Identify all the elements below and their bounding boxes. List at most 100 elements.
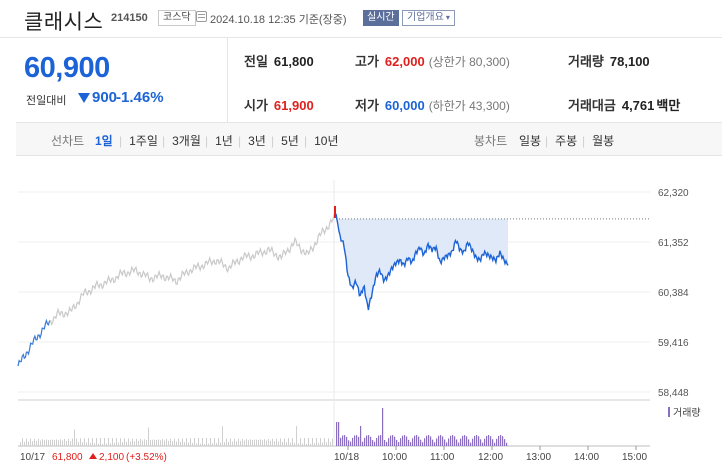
volume-bar [244,440,245,446]
volume-bar [310,443,311,446]
volume-bar [462,435,464,446]
volume-bar [372,440,374,446]
tab-daily-candle[interactable]: 일봉 [519,134,542,148]
tab-label: 5년 [281,134,299,148]
volume-bar [300,438,301,446]
volume-bar [160,440,161,446]
volume-bar [386,441,388,446]
prev-day-series-line [49,214,335,327]
volume-bar [240,440,241,446]
volume-bar [120,438,121,446]
volume-bar [106,443,107,446]
stock-name: 클래시스 [24,11,104,34]
volume-bar [56,439,57,446]
volume-bar [436,438,438,446]
volume-bar [52,439,53,446]
volume-bar [394,436,396,446]
volume-bar [368,435,370,446]
volume-bar [270,440,271,446]
stat-label: 거래대금 [568,98,616,113]
volume-bar [194,438,195,446]
volume-bar [150,439,151,446]
volume-bar [230,438,231,446]
volume-bar [102,443,103,446]
volume-bar [40,440,41,446]
down-triangle-icon [78,93,90,103]
volume-bar [316,438,317,446]
volume-bar [328,438,329,446]
volume-bar [400,438,402,446]
tab-1day[interactable]: 1일 [95,134,113,148]
stats-grid: 전일 61,800 고가 62,000 (상한가 80,300) 거래량 78,100 … [228,38,722,122]
volume-bar [360,426,362,446]
calendar-icon [196,11,207,22]
tab-candle-chart[interactable]: 봉차트 [474,134,508,148]
company-overview-label: 기업개요 [407,12,444,23]
volume-bar [44,440,45,446]
volume-bar [382,408,384,446]
chart-svg[interactable]: 62,320 61,352 60,384 59,416 58,448 10/18 10:0… [0,160,722,476]
volume-bar [176,441,177,446]
tab-3years[interactable]: 3년 [238,132,266,149]
volume-bar [76,438,77,446]
volume-bar [128,438,129,446]
tab-label: 월봉 [592,134,615,148]
stat-prev-close: 전일 61,800 [244,51,314,70]
volume-bar [444,439,446,446]
tab-label: 1년 [215,134,233,148]
volume-bar [118,442,119,446]
volume-bar [350,441,352,446]
volume-bar [262,440,263,446]
x-tick-label: 10/18 [334,452,359,463]
volume-bar [154,439,155,446]
volume-bar [348,440,350,446]
volume-bar [68,438,69,446]
stat-label: 시가 [244,98,268,113]
tab-line-chart[interactable]: 선차트 [51,134,85,148]
volume-bar [222,426,223,446]
volume-bar [78,441,79,446]
volume-bar [482,442,484,446]
volume-bar [114,442,115,446]
volume-bar [64,438,65,446]
tab-weekly-candle[interactable]: 주봉 [545,132,577,149]
volume-bar [42,439,43,446]
volume-bar [248,440,249,446]
volume-bar [346,436,348,446]
volume-bar [292,438,293,446]
company-overview-button[interactable]: 기업개요 ▾ [402,10,455,26]
tab-10years[interactable]: 10년 [304,132,338,149]
stat-open: 시가 61,900 [244,95,314,114]
tab-5years[interactable]: 5년 [271,132,299,149]
volume-bar [440,435,442,446]
volume-bar [26,438,27,446]
x-tick-label: 13:00 [526,452,551,463]
volume-bar [188,442,189,446]
volume-bar [356,435,358,446]
volume-bar [236,441,237,446]
volume-bar [110,443,111,446]
prev-day-change-pct: (+3.52%) [126,452,167,463]
volume-bar [84,438,85,446]
tab-3months[interactable]: 3개월 [162,132,201,149]
volume-bar [412,438,414,446]
y-tick-label: 62,320 [658,188,689,199]
tab-monthly-candle[interactable]: 월봉 [582,132,614,149]
tab-1year[interactable]: 1년 [205,132,233,149]
volume-bar [90,442,91,446]
volume-bar [420,439,422,446]
volume-bar [220,442,221,446]
chevron-down-icon: ▾ [445,13,450,22]
volume-bar [352,437,354,446]
volume-bar [136,438,137,446]
volume-bar [324,438,325,446]
tab-1week[interactable]: 1주일 [119,132,158,149]
x-tick-label: 11:00 [430,452,455,463]
volume-bar [206,438,207,446]
volume-bar [402,435,404,446]
volume-bar [296,426,297,446]
price-chart[interactable]: 62,320 61,352 60,384 59,416 58,448 10/18 10:0… [0,160,722,476]
volume-bar [70,441,71,446]
stat-label: 고가 [355,54,379,69]
stat-volume: 거래량 78,100 [568,51,650,70]
